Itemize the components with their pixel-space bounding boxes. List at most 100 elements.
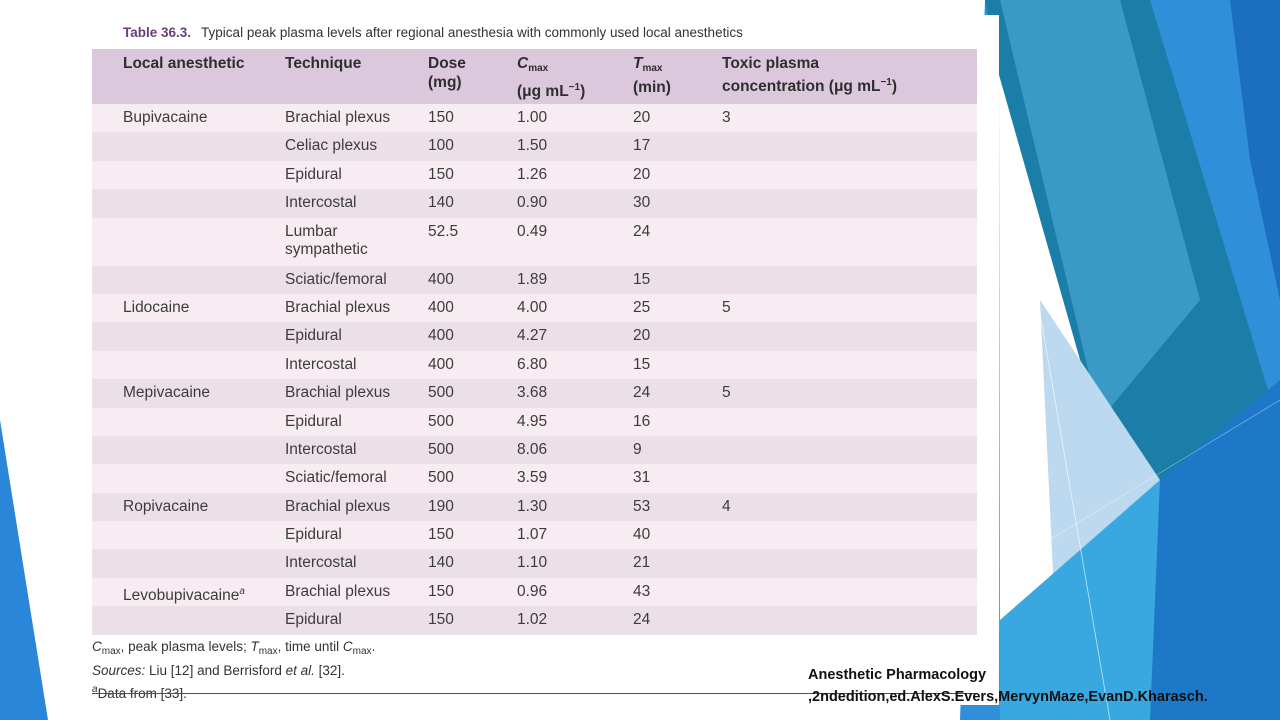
cell-tmax: 31: [633, 464, 722, 493]
table-row: Levobupivacainea Brachial plexus 150 0.9…: [92, 577, 977, 607]
table-row: Intercostal 400 6.80 15: [92, 350, 977, 380]
table-row: Epidural 150 1.26 20: [92, 160, 977, 190]
table-row: Bupivacaine Brachial plexus 150 1.00 20 …: [92, 104, 977, 133]
table-row: Epidural 400 4.27 20: [92, 322, 977, 351]
header-local-anesthetic: Local anesthetic: [92, 49, 285, 104]
cell-dose: 500: [428, 464, 517, 493]
cell-dose: 150: [428, 577, 517, 607]
cell-anesthetic: [92, 217, 285, 266]
cell-tmax: 15: [633, 265, 722, 294]
cell-cmax: 8.06: [517, 435, 633, 465]
table-row: Sciatic/femoral 400 1.89 15: [92, 265, 977, 294]
cell-cmax: 1.89: [517, 265, 633, 294]
table-row: Intercostal 140 1.10 21: [92, 549, 977, 578]
footnote-abbreviations: Cmax, peak plasma levels; Tmax, time unt…: [92, 639, 376, 657]
right-facet-sky: [1150, 380, 1280, 720]
cell-dose: 190: [428, 492, 517, 522]
footnote-divider: [92, 693, 977, 694]
table-row: Intercostal 140 0.90 30: [92, 189, 977, 218]
cell-toxic: [722, 577, 977, 607]
cell-tmax: 43: [633, 577, 722, 607]
cell-technique: Sciatic/femoral: [285, 464, 428, 493]
cell-anesthetic: [92, 189, 285, 218]
cell-anesthetic: [92, 435, 285, 465]
cell-tmax: 24: [633, 379, 722, 408]
cell-technique: Epidural: [285, 160, 428, 190]
table-row: Mepivacaine Brachial plexus 500 3.68 24 …: [92, 379, 977, 408]
cell-cmax: 3.59: [517, 464, 633, 493]
header-dose: Dose (mg): [428, 49, 517, 104]
cell-technique: Intercostal: [285, 549, 428, 578]
right-facet-light: [1000, 480, 1160, 720]
right-facet-steel: [1000, 0, 1200, 420]
cell-cmax: 0.96: [517, 577, 633, 607]
cell-dose: 400: [428, 265, 517, 294]
cell-technique: Intercostal: [285, 350, 428, 380]
table-row: Sciatic/femoral 500 3.59 31: [92, 464, 977, 493]
source-citation: Anesthetic Pharmacology ,2ndedition,ed.A…: [808, 664, 1208, 708]
cell-dose: 100: [428, 132, 517, 161]
cell-anesthetic: [92, 521, 285, 550]
cell-toxic: [722, 606, 977, 635]
footnote-data-source: aData from [33].: [92, 684, 187, 701]
cell-dose: 500: [428, 435, 517, 465]
table-figure: Table 36.3. Typical peak plasma levels af…: [85, 15, 999, 705]
cell-cmax: 0.49: [517, 217, 633, 266]
header-tmax: Tmax (min): [633, 49, 722, 104]
cell-toxic: [722, 350, 977, 380]
cell-anesthetic: [92, 464, 285, 493]
cell-anesthetic: Levobupivacainea: [92, 577, 285, 607]
cell-toxic: [722, 217, 977, 266]
table-title: Typical peak plasma levels after regiona…: [201, 25, 743, 40]
cell-dose: 400: [428, 322, 517, 351]
table-row: Epidural 150 1.07 40: [92, 521, 977, 550]
table-header-row: Local anesthetic Technique Dose (mg) Cmax…: [92, 49, 977, 104]
table-footnotes: Cmax, peak plasma levels; Tmax, time unt…: [92, 637, 375, 703]
cell-tmax: 30: [633, 189, 722, 218]
cell-cmax: 3.68: [517, 379, 633, 408]
cell-cmax: 4.95: [517, 407, 633, 436]
cell-tmax: 21: [633, 549, 722, 578]
cell-dose: 150: [428, 160, 517, 190]
header-cmax: Cmax (μg mL−1): [517, 49, 633, 104]
cell-dose: 500: [428, 407, 517, 436]
cell-technique: Epidural: [285, 407, 428, 436]
table-row: Celiac plexus 100 1.50 17: [92, 132, 977, 161]
cell-technique: Intercostal: [285, 189, 428, 218]
cell-tmax: 16: [633, 407, 722, 436]
cell-anesthetic: Ropivacaine: [92, 492, 285, 522]
cell-toxic: [722, 435, 977, 465]
cell-dose: 400: [428, 350, 517, 380]
cell-toxic: [722, 521, 977, 550]
table-row: Ropivacaine Brachial plexus 190 1.30 53 …: [92, 492, 977, 522]
cell-technique: Sciatic/femoral: [285, 265, 428, 294]
cell-cmax: 4.00: [517, 293, 633, 323]
cell-cmax: 1.02: [517, 606, 633, 635]
facet-line-1: [999, 79, 1111, 720]
cell-cmax: 1.26: [517, 160, 633, 190]
cell-cmax: 1.07: [517, 521, 633, 550]
cell-tmax: 24: [633, 217, 722, 266]
cell-anesthetic: [92, 265, 285, 294]
cell-dose: 52.5: [428, 217, 517, 266]
cell-cmax: 0.90: [517, 189, 633, 218]
cell-technique: Brachial plexus: [285, 577, 428, 607]
cell-dose: 150: [428, 521, 517, 550]
left-blue-facet: [0, 420, 48, 720]
cell-dose: 140: [428, 189, 517, 218]
cell-cmax: 6.80: [517, 350, 633, 380]
cell-anesthetic: [92, 350, 285, 380]
cell-technique: Epidural: [285, 521, 428, 550]
cell-toxic: [722, 189, 977, 218]
cell-technique: Brachial plexus: [285, 293, 428, 323]
table-row: Epidural 150 1.02 24: [92, 606, 977, 635]
cell-anesthetic: [92, 160, 285, 190]
cell-toxic: [722, 322, 977, 351]
header-technique: Technique: [285, 49, 428, 104]
cell-toxic: [722, 549, 977, 578]
cell-cmax: 4.27: [517, 322, 633, 351]
cell-technique: Lumbar sympathetic: [285, 217, 428, 266]
right-facet-deep: [1230, 0, 1280, 300]
cell-tmax: 15: [633, 350, 722, 380]
